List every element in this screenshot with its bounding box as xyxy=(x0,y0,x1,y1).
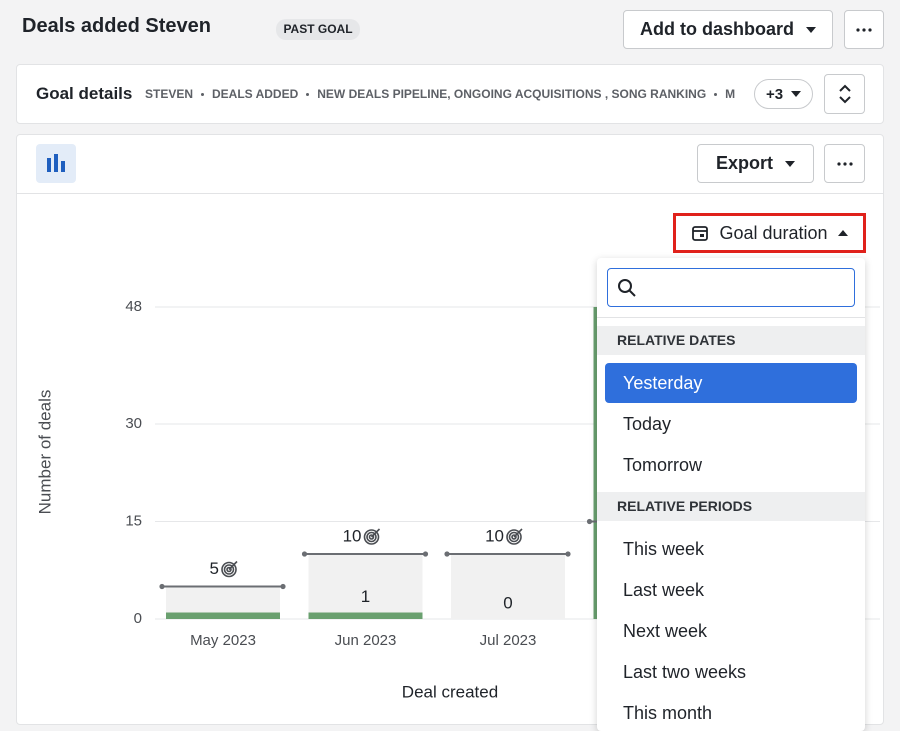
option[interactable]: Tomorrow xyxy=(623,455,703,475)
button-label: Goal duration xyxy=(719,222,828,243)
section-header: RELATIVE PERIODS xyxy=(597,492,865,521)
filter-chip: NEW DEALS PIPELINE, ONGOING ACQUISITIONS… xyxy=(317,87,707,101)
separator xyxy=(201,92,205,96)
y-axis-label: Number of deals xyxy=(35,390,54,515)
target-ring xyxy=(366,531,377,543)
x-tick-label: Jun 2023 xyxy=(335,632,397,649)
target-ring xyxy=(226,566,232,573)
target-ring xyxy=(368,534,375,540)
page-title: Deals added Steven xyxy=(22,15,211,37)
expand-button[interactable] xyxy=(824,74,865,114)
more-filters-pill[interactable]: +3 xyxy=(754,79,813,109)
separator xyxy=(714,92,718,96)
y-tick-label: 30 xyxy=(125,415,142,432)
filter-chip: M xyxy=(725,87,736,101)
add-to-dashboard-button[interactable]: Add to dashboard xyxy=(623,10,833,49)
goal-area xyxy=(451,554,565,619)
x-tick-label: Jul 2023 xyxy=(480,632,537,649)
x-axis-label: Deal created xyxy=(402,682,498,701)
target-icon xyxy=(363,528,381,545)
goal-details-title: Goal details xyxy=(36,84,133,103)
duration-dropdown: RELATIVE DATES Yesterday Today Tomorrow RELA… xyxy=(597,258,865,731)
button-label: Export xyxy=(715,153,773,173)
goal-end xyxy=(301,551,308,557)
caret xyxy=(785,160,795,167)
goal-end xyxy=(422,551,429,557)
more-button[interactable] xyxy=(844,10,884,49)
option[interactable]: Next week xyxy=(623,621,708,641)
goal-end xyxy=(565,551,571,557)
goal-details-card xyxy=(16,64,884,124)
search-icon xyxy=(618,278,636,297)
divider xyxy=(17,193,883,194)
goal-duration-button[interactable]: Goal duration xyxy=(673,213,866,253)
option[interactable]: Today xyxy=(623,414,672,434)
target-ring xyxy=(506,529,522,545)
dots-icon xyxy=(836,161,853,166)
caret xyxy=(837,230,848,236)
target-icon xyxy=(221,560,238,578)
target-arrow xyxy=(228,560,238,571)
option[interactable]: Last week xyxy=(623,580,705,600)
option[interactable]: Last two weeks xyxy=(623,662,747,682)
caret xyxy=(806,26,816,33)
button-label: Add to dashboard xyxy=(640,19,794,39)
goal-label: 10 xyxy=(485,526,504,545)
option[interactable]: Yesterday xyxy=(605,363,857,403)
option[interactable]: This month xyxy=(623,703,713,723)
filter-chip: DEALS ADDED xyxy=(212,87,299,101)
bar-icon xyxy=(47,154,65,172)
goal-label: 10 xyxy=(343,526,362,545)
target-ring xyxy=(221,561,237,578)
caret xyxy=(791,91,802,97)
y-tick-label: 48 xyxy=(125,298,142,315)
calendar-icon xyxy=(692,226,709,241)
pill-label: +3 xyxy=(765,85,784,103)
y-tick-label: 15 xyxy=(125,512,142,529)
goal-label: 5 xyxy=(210,559,219,578)
badge: PAST GOAL xyxy=(276,19,360,40)
target-ring xyxy=(511,534,517,540)
x-tick-label: May 2023 xyxy=(190,632,256,649)
target-arrow xyxy=(370,528,381,538)
option-list: This week Last week Next week Last two week… xyxy=(597,521,865,731)
search-area xyxy=(597,258,865,318)
option-list: Yesterday Today Tomorrow xyxy=(597,355,865,486)
filter-list: STEVEN DEALS ADDED NEW DEALS PIPELINE, ONG… xyxy=(145,86,747,102)
chart-type-button[interactable] xyxy=(36,144,76,183)
goal-end xyxy=(280,583,286,590)
section-header: RELATIVE DATES xyxy=(597,326,865,355)
bar xyxy=(166,612,280,619)
dots-icon xyxy=(856,27,872,32)
option[interactable]: This week xyxy=(623,539,705,559)
more-button[interactable] xyxy=(824,144,865,183)
value-label: 0 xyxy=(503,593,512,612)
y-tick-label: 0 xyxy=(134,610,142,627)
filter-chip: STEVEN xyxy=(145,87,194,101)
target-ring xyxy=(223,564,235,575)
target-arrow xyxy=(513,528,523,538)
separator xyxy=(306,92,310,96)
value-label: 1 xyxy=(361,587,370,606)
goal-end xyxy=(159,583,165,590)
export-button[interactable]: Export xyxy=(697,144,814,183)
goal-end xyxy=(586,518,593,525)
goal-end xyxy=(444,551,450,557)
goal-area xyxy=(308,554,423,619)
search-input[interactable] xyxy=(607,268,855,307)
target-ring xyxy=(508,531,520,543)
expand-icon xyxy=(838,84,851,104)
bar xyxy=(308,612,423,619)
target-icon xyxy=(506,528,523,545)
target-ring xyxy=(363,529,380,545)
